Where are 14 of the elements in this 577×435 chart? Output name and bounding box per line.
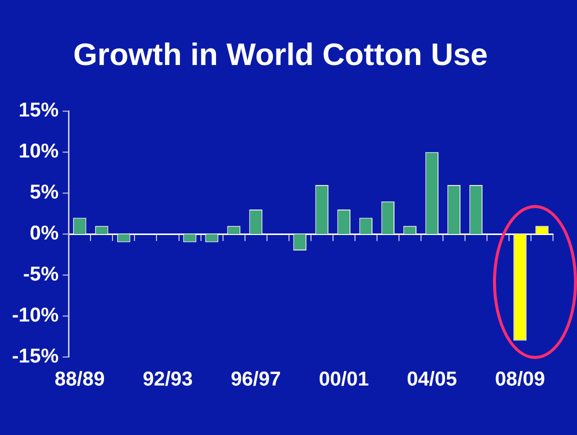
- x-tick-label: 92/93: [142, 368, 193, 391]
- x-tick-label: 08/09: [494, 368, 546, 391]
- x-tick-label: 04/05: [406, 368, 457, 391]
- x-tick-label: 00/01: [318, 368, 369, 391]
- y-tick-label: 15%: [18, 100, 59, 122]
- y-tick-label: -5%: [23, 264, 59, 286]
- x-tick-label: 88/89: [54, 368, 105, 391]
- y-tick-label: 10%: [18, 140, 59, 163]
- y-tick-label: 0%: [30, 222, 59, 245]
- chart-title: Growth in World Cotton Use: [73, 37, 488, 72]
- x-tick-label: 96/97: [230, 368, 281, 391]
- y-tick-label: -10%: [12, 304, 59, 327]
- y-tick-label: 5%: [30, 182, 59, 204]
- y-tick-label: -15%: [12, 346, 59, 368]
